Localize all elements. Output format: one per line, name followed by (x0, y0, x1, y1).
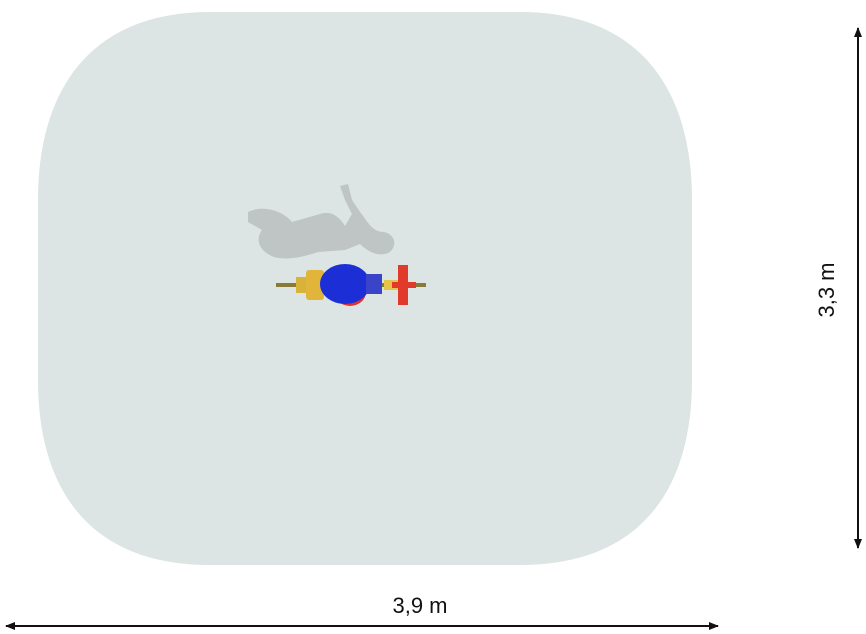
equipment-shadow (248, 184, 395, 259)
width-label: 3,9 m (392, 593, 447, 618)
equipment (276, 264, 426, 306)
depth-label: 3,3 m (814, 262, 839, 317)
